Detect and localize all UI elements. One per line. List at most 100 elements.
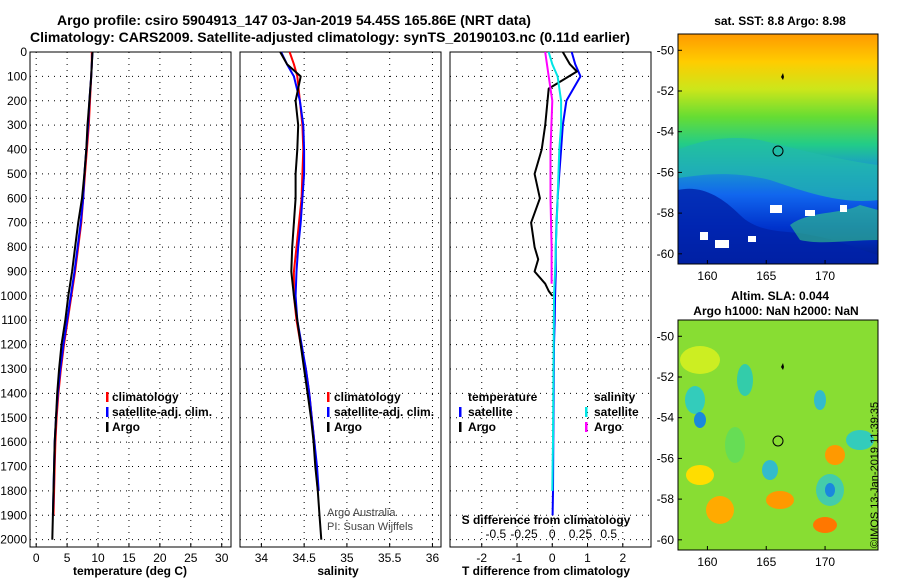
sst-xtick-label: 170 <box>815 269 835 283</box>
title-line-2: Climatology: CARS2009. Satellite-adjuste… <box>30 29 630 45</box>
sst-map-ticks: 160 165 170 -50 -52 -54 -56 -58 -60 <box>657 43 836 283</box>
temperature-series <box>51 51 94 540</box>
sst-missing-data <box>805 210 815 216</box>
temperature-ytick-label: 1600 <box>0 435 27 449</box>
sla-ytick-label: -56 <box>657 451 675 465</box>
sla-blob <box>766 491 794 509</box>
temperature-ytick-label: 1200 <box>0 338 27 352</box>
difference-xtick-label: 1 <box>584 551 591 565</box>
sla-argo-marker <box>772 435 784 447</box>
legend-label-argo: Argo <box>334 420 362 434</box>
difference-xtick-label: 2 <box>619 551 626 565</box>
sst-missing-data <box>770 205 782 213</box>
salinity-ticks: 34 34.5 35 35.5 36 <box>255 543 440 565</box>
temperature-xtick-label: 25 <box>184 551 198 565</box>
temperature-ytick-label: 900 <box>7 264 27 278</box>
sla-xtick-label: 165 <box>756 555 776 569</box>
temperature-ytick-label: 2000 <box>0 533 27 547</box>
sla-ytick-label: -50 <box>657 329 675 343</box>
temperature-xtick-label: 0 <box>33 551 40 565</box>
legend-swatch-climatology <box>327 392 330 402</box>
sla-blob <box>686 465 714 485</box>
temperature-ytick-label: 0 <box>20 45 27 59</box>
sst-xtick-label: 165 <box>756 269 776 283</box>
difference-xtick-label: -1 <box>512 551 523 565</box>
difference-secondary-xtick-label: 0.5 <box>600 527 617 541</box>
temperature-axis-label: temperature (deg C) <box>73 564 187 578</box>
temperature-ytick-label: 800 <box>7 240 27 254</box>
attribution-line-1: Argo Australia <box>327 507 396 519</box>
sst-ytick-label: -60 <box>657 247 675 261</box>
legend-label-climatology: climatology <box>334 390 401 404</box>
sla-blob <box>725 427 745 463</box>
legend-swatch-climatology <box>106 392 109 402</box>
sst-ytick-label: -50 <box>657 43 675 57</box>
sst-warm-patch <box>790 205 878 243</box>
sla-xtick-label: 170 <box>815 555 835 569</box>
salinity-xtick-label: 36 <box>426 551 440 565</box>
salinity-axis-label: salinity <box>317 564 359 578</box>
legend-swatch-t-argo <box>459 422 462 432</box>
sst-ytick-label: -56 <box>657 165 675 179</box>
sst-island <box>781 73 784 80</box>
sla-blob <box>762 460 778 480</box>
legend-heading-temperature: temperature <box>468 390 538 404</box>
sla-blob <box>825 445 845 465</box>
difference-xtick-label: -2 <box>476 551 487 565</box>
sla-blob <box>680 346 720 374</box>
temperature-panel: 0 5 10 15 20 25 300100200300400500600700800900… <box>0 45 232 578</box>
legend-label-satellite: satellite-adj. clim. <box>334 405 434 419</box>
legend-label-climatology: climatology <box>112 390 179 404</box>
legend-swatch-argo <box>327 422 330 432</box>
sst-argo-marker <box>772 145 784 157</box>
temperature-ytick-label: 1000 <box>0 289 27 303</box>
sst-ytick-label: -58 <box>657 206 675 220</box>
temperature-ytick-label: 400 <box>7 143 27 157</box>
temperature-ytick-label: 200 <box>7 94 27 108</box>
sst-missing-data <box>700 232 708 240</box>
attribution-line-2: PI: Susan Wijffels <box>327 521 413 533</box>
sst-field <box>678 34 878 264</box>
temperature-ytick-label: 300 <box>7 118 27 132</box>
temperature-ytick-label: 1300 <box>0 362 27 376</box>
legend-swatch-s-argo <box>585 422 588 432</box>
sst-map-frame <box>677 33 879 265</box>
difference-axis-label: T difference from climatology <box>462 564 630 578</box>
sst-missing-data <box>840 205 847 212</box>
difference-secondary-xtick-label: 0.25 <box>569 527 593 541</box>
temperature-ytick-label: 700 <box>7 216 27 230</box>
legend-label-t-satellite: satellite <box>468 405 513 419</box>
difference-series <box>530 51 582 516</box>
temperature-xtick-label: 20 <box>153 551 167 565</box>
difference-secondary-xtick-label: -0.25 <box>510 527 538 541</box>
difference-series-argo <box>544 51 554 284</box>
difference-secondary-xtick-label: -0.5 <box>485 527 506 541</box>
sla-map-frame <box>677 319 879 551</box>
temperature-xtick-label: 15 <box>122 551 136 565</box>
sla-ytick-label: -58 <box>657 492 675 506</box>
salinity-xtick-label: 35.5 <box>378 551 402 565</box>
legend-swatch-satellite <box>327 407 330 417</box>
sla-ytick-label: -60 <box>657 533 675 547</box>
sst-xtick-label: 160 <box>697 269 717 283</box>
sst-missing-data <box>748 236 756 242</box>
salinity-xtick-label: 34 <box>255 551 269 565</box>
salinity-panel: 34 34.5 35 35.5 36 salinity climatology sate… <box>239 51 442 578</box>
temperature-ytick-label: 100 <box>7 69 27 83</box>
legend-swatch-s-satellite <box>585 407 588 417</box>
salinity-plot-frame <box>239 51 442 548</box>
temperature-ytick-label: 600 <box>7 191 27 205</box>
sla-ytick-label: -54 <box>657 411 675 425</box>
sla-blob <box>846 430 874 450</box>
legend-heading-salinity: salinity <box>594 390 636 404</box>
difference-ticks: -2 -1 0 1 2 -0.5 -0.25 0 0.25 0.5 <box>476 527 626 565</box>
sla-field <box>678 320 878 550</box>
temperature-xtick-label: 30 <box>215 551 229 565</box>
legend-swatch-t-satellite <box>459 407 462 417</box>
difference-panel: -2 -1 0 1 2 -0.5 -0.25 0 0.25 0.5 T difference fr… <box>449 51 652 578</box>
sst-front <box>678 138 878 201</box>
salinity-xtick-label: 35 <box>340 551 354 565</box>
sla-map: Altim. SLA: 0.044 Argo h1000: NaN h2000:… <box>657 289 879 569</box>
imos-credit: ©IMOS 13-Jan-2019 11:39:35 <box>869 401 881 548</box>
